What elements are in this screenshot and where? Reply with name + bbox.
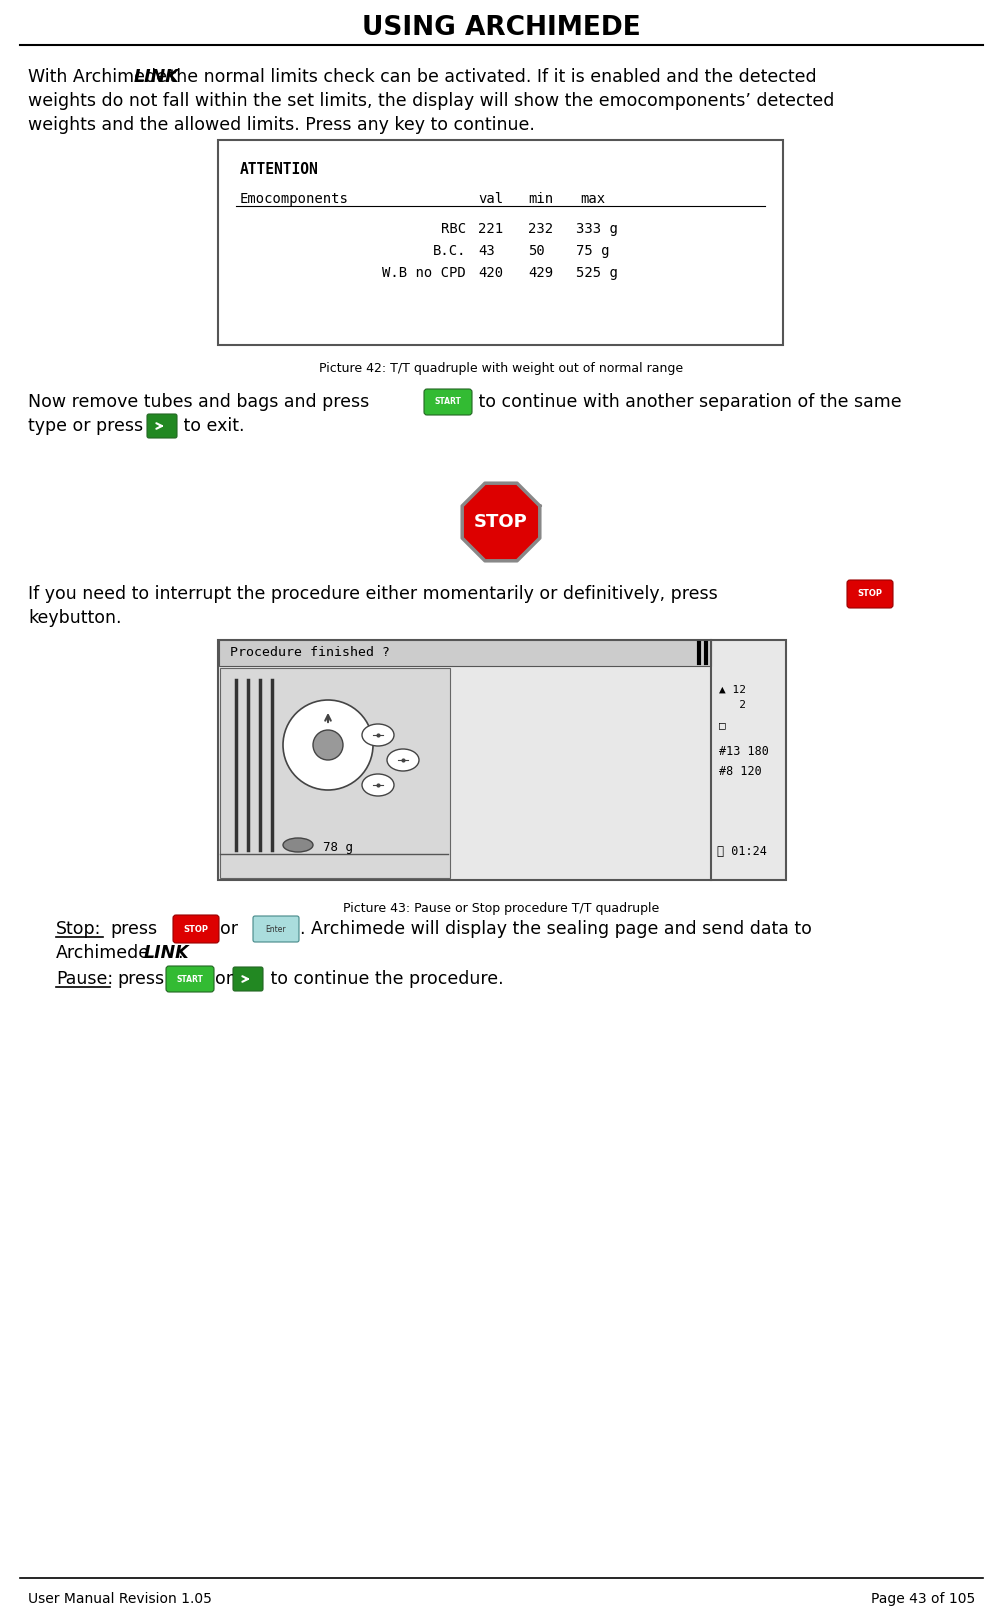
Text: □: □ — [718, 720, 725, 730]
Text: W.B no CPD: W.B no CPD — [382, 267, 466, 280]
Circle shape — [313, 730, 343, 760]
Text: START: START — [176, 974, 203, 983]
Text: START: START — [434, 397, 461, 407]
Text: Pause:: Pause: — [56, 971, 113, 988]
Text: 333 g: 333 g — [575, 222, 617, 236]
FancyBboxPatch shape — [424, 389, 472, 415]
Text: to continue with another separation of the same: to continue with another separation of t… — [473, 394, 901, 411]
Polygon shape — [462, 484, 539, 561]
Ellipse shape — [387, 749, 419, 771]
Text: User Manual Revision 1.05: User Manual Revision 1.05 — [28, 1593, 211, 1605]
Text: Procedure finished ?: Procedure finished ? — [229, 646, 390, 659]
Text: . Archimede will display the sealing page and send data to: . Archimede will display the sealing pag… — [300, 919, 811, 938]
Text: 2: 2 — [718, 701, 745, 710]
Text: or: or — [219, 919, 237, 938]
Text: 221: 221 — [478, 222, 503, 236]
Text: STOP: STOP — [183, 924, 208, 934]
Text: ⧖ 01:24: ⧖ 01:24 — [716, 845, 767, 858]
Text: to exit.: to exit. — [177, 416, 244, 435]
Text: LINK: LINK — [144, 943, 189, 963]
Text: 43: 43 — [478, 244, 494, 259]
Text: weights and the allowed limits. Press any key to continue.: weights and the allowed limits. Press an… — [28, 116, 534, 133]
Text: ▲ 12: ▲ 12 — [718, 685, 745, 694]
FancyBboxPatch shape — [846, 580, 892, 607]
Text: 420: 420 — [478, 267, 503, 280]
FancyBboxPatch shape — [166, 966, 213, 992]
Text: 525 g: 525 g — [575, 267, 617, 280]
Text: press: press — [110, 919, 157, 938]
Text: STOP: STOP — [857, 590, 882, 598]
Text: Stop:: Stop: — [56, 919, 101, 938]
Text: val: val — [478, 191, 503, 206]
FancyBboxPatch shape — [147, 415, 176, 439]
Text: .: . — [176, 943, 182, 963]
Circle shape — [283, 701, 373, 791]
Text: type or press: type or press — [28, 416, 143, 435]
FancyBboxPatch shape — [232, 967, 263, 992]
Text: RBC: RBC — [441, 222, 466, 236]
Text: 50: 50 — [527, 244, 544, 259]
Text: LINK: LINK — [134, 67, 179, 87]
FancyBboxPatch shape — [217, 640, 786, 881]
Text: to continue the procedure.: to continue the procedure. — [265, 971, 503, 988]
FancyBboxPatch shape — [172, 914, 218, 943]
Text: keybutton.: keybutton. — [28, 609, 121, 627]
Text: USING ARCHIMEDE: USING ARCHIMEDE — [362, 14, 639, 42]
Text: or: or — [214, 971, 232, 988]
Text: With Archimede: With Archimede — [28, 67, 167, 87]
FancyBboxPatch shape — [218, 640, 710, 665]
Text: weights do not fall within the set limits, the display will show the emocomponen: weights do not fall within the set limit… — [28, 92, 834, 109]
FancyBboxPatch shape — [217, 140, 783, 346]
FancyBboxPatch shape — [219, 669, 450, 877]
Text: If you need to interrupt the procedure either momentarily or definitively, press: If you need to interrupt the procedure e… — [28, 585, 717, 603]
Text: #13 180: #13 180 — [718, 746, 769, 759]
Ellipse shape — [283, 837, 313, 852]
Text: Picture 42: T/T quadruple with weight out of normal range: Picture 42: T/T quadruple with weight ou… — [319, 362, 682, 374]
Text: Now remove tubes and bags and press: Now remove tubes and bags and press — [28, 394, 369, 411]
Text: #8 120: #8 120 — [718, 765, 761, 778]
Text: Enter: Enter — [266, 924, 286, 934]
Text: Emocomponents: Emocomponents — [239, 191, 349, 206]
Text: 75 g: 75 g — [575, 244, 609, 259]
Text: Picture 43: Pause or Stop procedure T/T quadruple: Picture 43: Pause or Stop procedure T/T … — [343, 902, 658, 914]
Text: press: press — [117, 971, 164, 988]
Text: max: max — [579, 191, 604, 206]
Text: min: min — [527, 191, 552, 206]
Text: STOP: STOP — [474, 513, 527, 530]
Text: 232: 232 — [527, 222, 552, 236]
Ellipse shape — [362, 775, 394, 795]
Ellipse shape — [362, 725, 394, 746]
Text: 78 g: 78 g — [323, 840, 353, 853]
Text: the normal limits check can be activated. If it is enabled and the detected: the normal limits check can be activated… — [164, 67, 816, 87]
FancyBboxPatch shape — [253, 916, 299, 942]
Text: ATTENTION: ATTENTION — [239, 162, 319, 177]
Text: 429: 429 — [527, 267, 552, 280]
Text: Page 43 of 105: Page 43 of 105 — [870, 1593, 974, 1605]
Text: B.C.: B.C. — [432, 244, 466, 259]
Text: Archimede: Archimede — [56, 943, 150, 963]
